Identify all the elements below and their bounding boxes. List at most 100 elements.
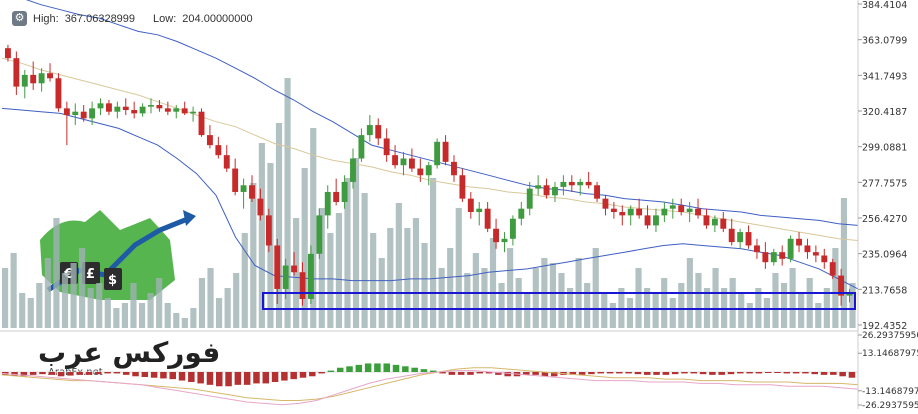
macd-histogram-bar xyxy=(67,372,74,376)
macd-histogram-bar xyxy=(606,372,614,374)
price-tick-label: 299.0881 xyxy=(862,143,907,154)
candle-body xyxy=(720,218,727,229)
macd-histogram-bar xyxy=(113,372,121,374)
candle-body xyxy=(291,265,298,273)
volume-bar xyxy=(489,238,497,328)
macd-histogram-bar xyxy=(718,372,725,375)
macd-histogram-bar xyxy=(271,372,279,382)
candle-body xyxy=(47,73,53,79)
volume-bar xyxy=(96,283,103,328)
candle-body xyxy=(535,185,542,189)
macd-histogram-bar xyxy=(709,372,716,375)
volume-bar xyxy=(361,193,368,328)
candle-body xyxy=(787,238,794,259)
candle-body xyxy=(215,145,222,156)
volume-bar xyxy=(695,273,702,328)
candle-body xyxy=(796,238,802,246)
low-label: Low: xyxy=(153,12,177,25)
candle-body xyxy=(400,158,407,166)
macd-histogram-bar xyxy=(764,372,772,373)
candle-body xyxy=(425,165,432,176)
volume-bar xyxy=(815,303,822,328)
volume-bar xyxy=(661,278,668,328)
macd-histogram-bar xyxy=(132,372,139,377)
macd-histogram-bar xyxy=(336,367,344,372)
volume-bar xyxy=(216,298,223,328)
candle-body xyxy=(265,215,272,246)
macd-tick-label: -13.14687975 xyxy=(862,387,918,397)
volume-bar xyxy=(44,258,51,328)
macd-histogram-bar xyxy=(616,372,623,374)
volume-bar xyxy=(284,78,291,328)
candle-body xyxy=(240,185,247,192)
candle-body xyxy=(812,252,819,256)
candle-body xyxy=(804,245,811,253)
macd-histogram-bar xyxy=(327,370,335,372)
volume-bar xyxy=(250,183,257,328)
macd-histogram-bar xyxy=(374,363,381,372)
candle-body xyxy=(560,181,567,187)
candle-body xyxy=(636,208,643,216)
macd-histogram-bar xyxy=(253,372,260,384)
volume-bar xyxy=(524,293,531,328)
candle-body xyxy=(333,191,340,202)
volume-bar xyxy=(19,293,26,328)
candle-body xyxy=(375,125,382,139)
candle-body xyxy=(762,252,769,263)
macd-histogram-bar xyxy=(485,372,493,374)
macd-histogram-bar xyxy=(383,363,390,372)
candle-body xyxy=(467,198,474,213)
macd-histogram-bar xyxy=(169,372,176,380)
gear-icon[interactable]: ⚙ xyxy=(12,11,27,26)
price-tick-label: 192.4352 xyxy=(862,321,907,332)
candle-body xyxy=(181,108,188,114)
macd-histogram-bar xyxy=(569,372,577,375)
macd-histogram-bar xyxy=(402,366,409,372)
candle-body xyxy=(316,215,323,254)
candle-body xyxy=(299,272,306,299)
macd-histogram-bar xyxy=(727,372,735,375)
macd-histogram-bar xyxy=(104,372,111,374)
macd-histogram-bar xyxy=(653,372,660,375)
candle-body xyxy=(695,208,701,216)
volume-bar xyxy=(395,203,402,328)
candle-body xyxy=(324,191,331,216)
candle-body xyxy=(509,218,516,239)
volume-bar xyxy=(61,273,69,328)
candle-body xyxy=(105,103,112,112)
macd-histogram-bar xyxy=(392,364,400,372)
candle-body xyxy=(223,155,230,169)
volume-bar xyxy=(712,268,719,328)
macd-histogram-bar xyxy=(420,369,428,372)
macd-histogram-bar xyxy=(746,372,753,374)
candle-body xyxy=(63,108,70,116)
candle-body xyxy=(139,106,146,114)
macd-histogram-bar xyxy=(234,372,242,385)
volume-bar xyxy=(258,143,265,328)
price-tick-label: 277.7575 xyxy=(862,178,907,189)
candle-body xyxy=(341,181,348,202)
volume-bar xyxy=(301,168,308,328)
macd-panel xyxy=(0,363,859,406)
macd-histogram-bar xyxy=(820,372,828,375)
macd-histogram-bar xyxy=(346,366,353,372)
volume-bar xyxy=(772,273,779,328)
candle-body xyxy=(754,245,760,253)
price-tick-label: 363.0799 xyxy=(862,36,907,47)
macd-histogram-bar xyxy=(811,372,818,375)
volume-bar xyxy=(481,268,488,328)
candle-body xyxy=(501,238,508,243)
macd-histogram-bar xyxy=(160,372,167,379)
volume-bar xyxy=(780,283,788,328)
volume-bar xyxy=(421,243,428,328)
macd-histogram-bar xyxy=(318,372,325,374)
volume-bar xyxy=(412,218,420,328)
high-label: High: xyxy=(33,12,59,25)
volume-bar xyxy=(164,303,171,328)
macd-histogram-bar xyxy=(85,372,93,375)
volume-bar xyxy=(669,298,676,328)
candle-body xyxy=(434,141,441,166)
volume-bar xyxy=(147,293,154,328)
macd-histogram-bar xyxy=(541,372,549,377)
macd-histogram-bar xyxy=(523,372,530,375)
